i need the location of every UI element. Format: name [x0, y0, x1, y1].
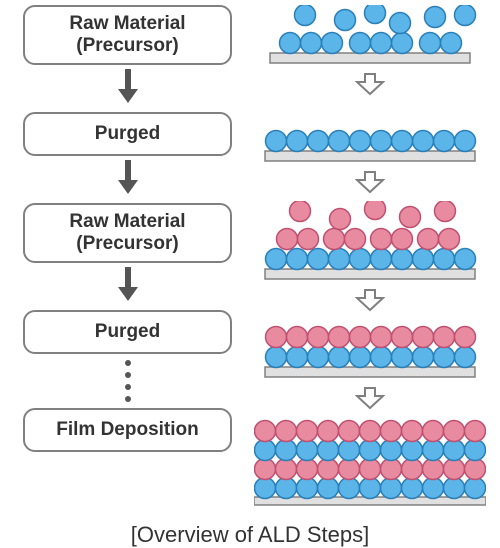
- step-label: Raw Material: [69, 13, 185, 35]
- step-label: Purged: [95, 321, 160, 343]
- step-box-0: Raw Material(Precursor): [23, 5, 232, 65]
- illustration-precursor-1: [260, 5, 480, 70]
- step-arrow-icon: [355, 72, 385, 101]
- step-box-3: Purged: [23, 310, 232, 354]
- illustration-purged-2: [260, 319, 480, 384]
- caption: [Overview of ALD Steps]: [0, 522, 500, 548]
- illustration-column: [240, 0, 500, 514]
- arrow-down-icon: [116, 267, 140, 306]
- illustration-precursor-2: [260, 201, 480, 286]
- step-label: Purged: [95, 123, 160, 145]
- illustration-film-deposition: [254, 417, 486, 514]
- arrow-down-icon: [116, 69, 140, 108]
- continuation-dots: [125, 357, 131, 405]
- step-label: Raw Material: [69, 211, 185, 233]
- flowchart-column: Raw Material(Precursor)PurgedRaw Materia…: [0, 0, 240, 514]
- step-arrow-icon: [355, 386, 385, 415]
- step-arrow-icon: [355, 288, 385, 317]
- step-box-2: Raw Material(Precursor): [23, 203, 232, 263]
- step-sublabel: (Precursor): [76, 233, 178, 255]
- illustration-purged-1: [260, 103, 480, 168]
- arrow-down-icon: [116, 160, 140, 199]
- step-box-4: Film Deposition: [23, 408, 232, 452]
- main-area: Raw Material(Precursor)PurgedRaw Materia…: [0, 0, 500, 514]
- step-sublabel: (Precursor): [76, 35, 178, 57]
- step-box-1: Purged: [23, 112, 232, 156]
- step-label: Film Deposition: [56, 419, 199, 441]
- step-arrow-icon: [355, 170, 385, 199]
- ald-steps-diagram: Raw Material(Precursor)PurgedRaw Materia…: [0, 0, 500, 522]
